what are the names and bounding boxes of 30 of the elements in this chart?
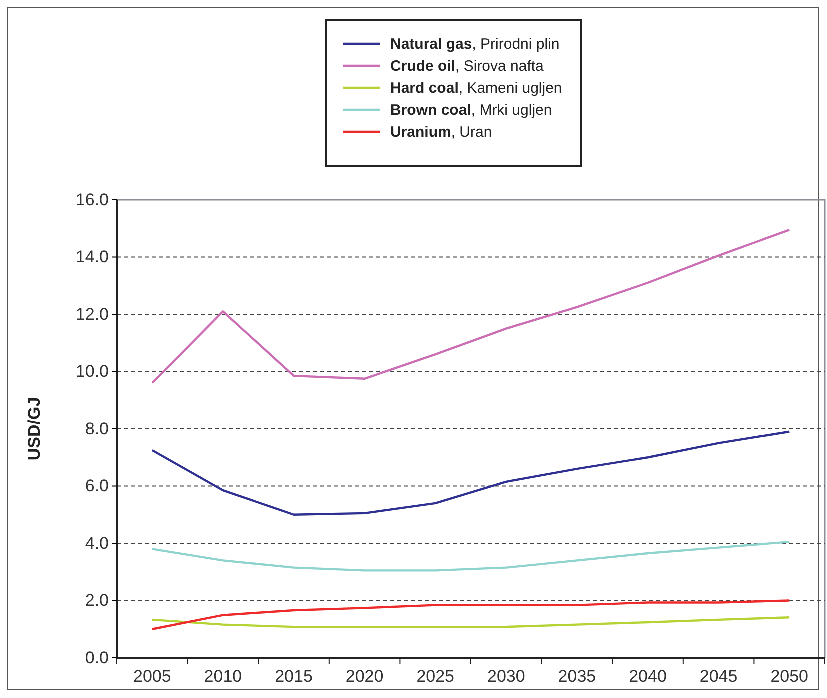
x-tick-label: 2025 <box>416 667 455 686</box>
y-axis-title: USD/GJ <box>25 397 44 461</box>
y-tick-label: 8.0 <box>85 419 109 438</box>
y-tick-label: 10.0 <box>76 362 109 382</box>
y-tick-label: 14.0 <box>76 248 109 267</box>
y-tick-label: 2.0 <box>85 591 109 610</box>
y-tick-label: 16.0 <box>76 190 109 210</box>
y-tick-label: 12.0 <box>76 304 109 324</box>
legend-label: Hard coal, Kameni ugljen <box>390 80 562 97</box>
legend-label: Crude oil, Sirova nafta <box>390 58 545 75</box>
x-tick-label: 2015 <box>275 667 313 686</box>
legend-label: Natural gas, Prirodni plin <box>390 36 560 53</box>
legend-label: Uranium, Uran <box>390 124 492 141</box>
line-series <box>151 600 791 630</box>
x-tick-label: 2020 <box>346 667 384 686</box>
x-tick-label: 2030 <box>487 667 526 686</box>
x-tick-label: 2045 <box>700 667 738 686</box>
line-series <box>151 430 791 516</box>
x-tick-label: 2050 <box>770 667 809 686</box>
line-series <box>151 540 791 572</box>
x-tick-label: 2035 <box>558 667 596 686</box>
x-tick-label: 2010 <box>204 667 242 686</box>
x-tick-label: 2005 <box>133 667 172 686</box>
y-tick-label: 4.0 <box>85 534 109 553</box>
y-tick-label: 0.0 <box>85 648 109 668</box>
legend-label: Brown coal, Mrki ugljen <box>390 102 552 119</box>
line-series <box>151 616 791 628</box>
x-tick-label: 2040 <box>629 667 667 686</box>
y-tick-label: 6.0 <box>85 476 109 496</box>
line-series <box>151 228 791 384</box>
